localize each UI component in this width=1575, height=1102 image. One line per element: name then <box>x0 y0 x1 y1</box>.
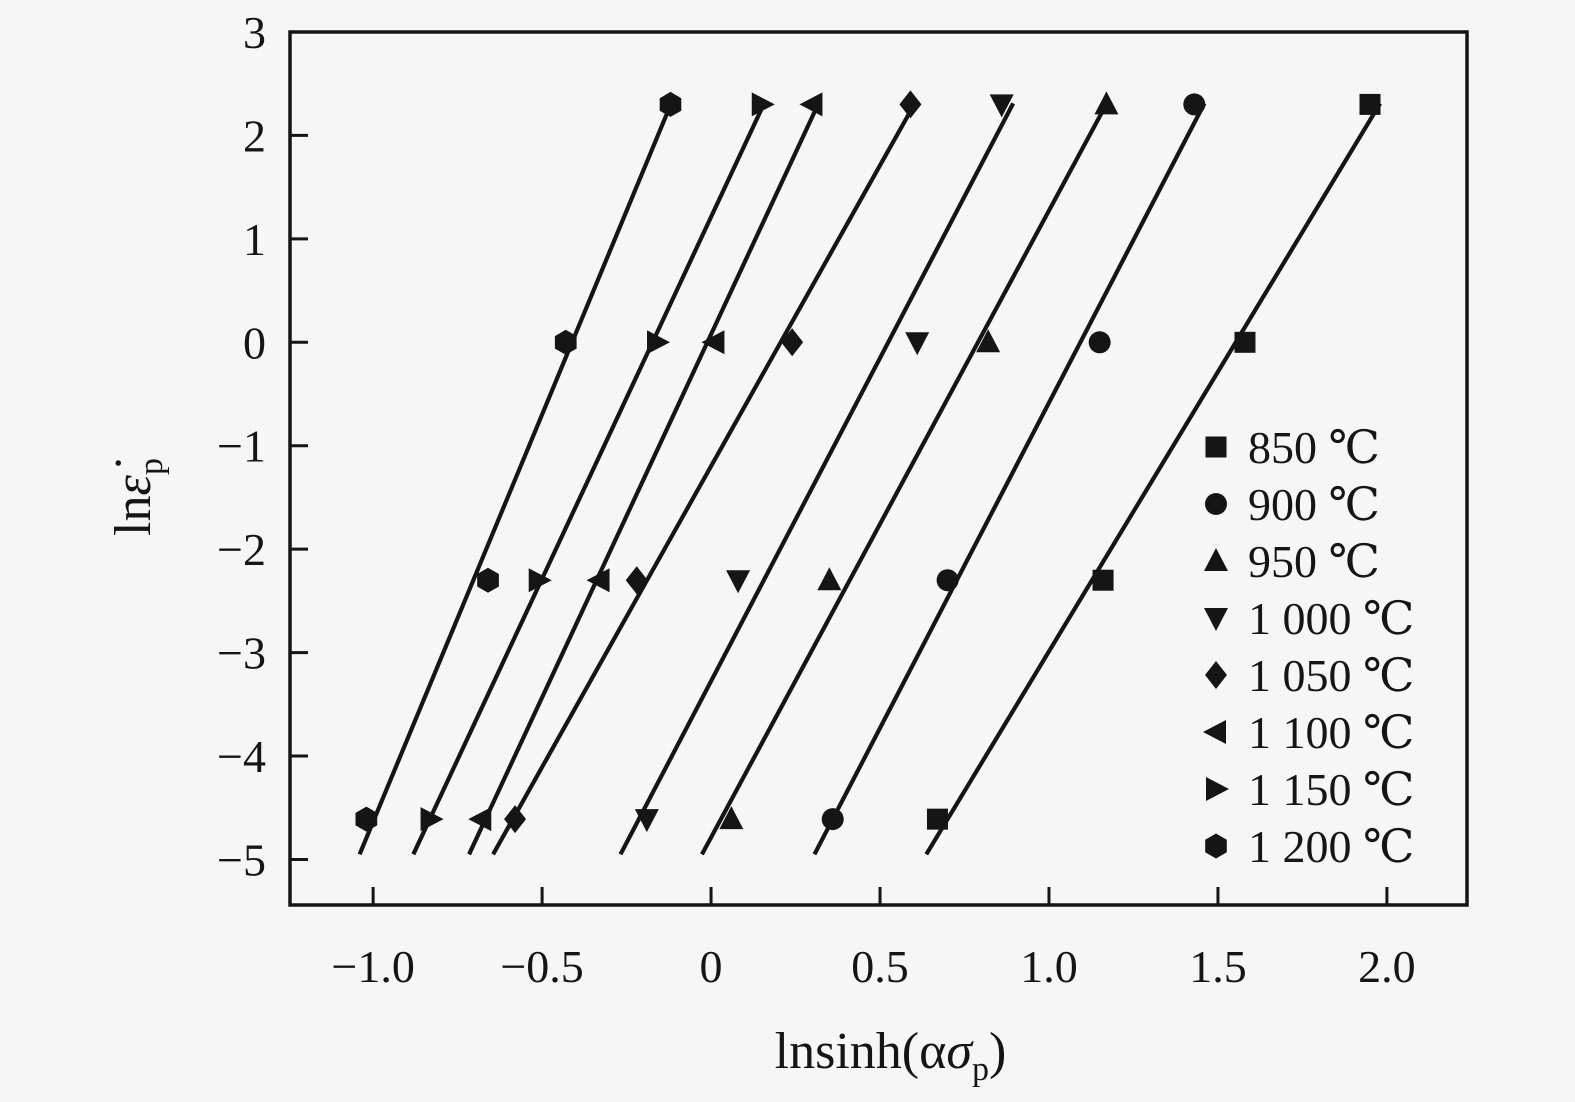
trend-line-hexagon <box>357 102 674 856</box>
legend-label: 950 ℃ <box>1248 536 1380 587</box>
legend-label: 1 050 ℃ <box>1248 650 1414 701</box>
marker-triangle-left <box>586 568 610 593</box>
marker-circle <box>936 569 959 592</box>
legend-marker-triangle-up <box>1204 548 1228 571</box>
x-tick-label: −0.5 <box>500 941 583 992</box>
legend-marker-circle <box>1205 493 1227 515</box>
marker-triangle-left <box>799 92 823 117</box>
marker-circle <box>1183 93 1206 116</box>
marker-diamond <box>625 566 648 595</box>
trend-line-circle <box>812 102 1207 856</box>
marker-hexagon <box>554 329 577 355</box>
legend-label: 1 150 ℃ <box>1248 764 1414 815</box>
legend-marker-triangle-left <box>1203 720 1226 744</box>
legend-label: 850 ℃ <box>1248 422 1380 473</box>
y-tick-label: 3 <box>243 7 266 58</box>
legend-label: 1 200 ℃ <box>1248 821 1414 872</box>
marker-hexagon <box>659 91 682 117</box>
plot-border <box>288 30 1469 907</box>
trend-line-triangle-left <box>467 102 821 856</box>
y-tick-label: −2 <box>217 524 266 575</box>
legend-label: 900 ℃ <box>1248 479 1380 530</box>
x-tick-label: 1.0 <box>1020 941 1078 992</box>
marker-square <box>1359 93 1381 115</box>
marker-hexagon <box>355 806 378 832</box>
marker-circle <box>1088 331 1111 354</box>
marker-triangle-down <box>726 570 751 594</box>
x-tick-label: 0 <box>700 941 723 992</box>
x-tick-label: 0.5 <box>851 941 909 992</box>
x-tick-label: 2.0 <box>1358 941 1416 992</box>
trend-line-triangle-up <box>700 102 1109 856</box>
legend-marker-triangle-down <box>1204 608 1228 631</box>
trend-line-square <box>924 102 1382 856</box>
marker-triangle-left <box>468 807 492 832</box>
y-tick-label: −1 <box>217 421 266 472</box>
legend-label: 1 000 ℃ <box>1248 593 1414 644</box>
y-tick-label: 1 <box>243 214 266 265</box>
legend-marker-diamond <box>1205 661 1227 689</box>
marker-triangle-right <box>420 807 444 832</box>
y-tick-label: 0 <box>243 317 266 368</box>
marker-circle <box>821 808 844 831</box>
marker-square <box>926 808 948 830</box>
y-tick-label: −3 <box>217 628 266 679</box>
legend-marker-square <box>1205 436 1227 458</box>
marker-triangle-up <box>976 329 1001 353</box>
marker-diamond <box>899 90 922 119</box>
marker-triangle-up <box>817 567 842 591</box>
trend-line-triangle-right <box>411 102 767 856</box>
marker-triangle-right <box>646 330 670 355</box>
legend-marker-hexagon <box>1205 833 1227 859</box>
legend-marker-triangle-right <box>1206 777 1229 801</box>
y-axis-title: lnε̇p <box>105 458 170 536</box>
marker-triangle-right <box>528 568 552 593</box>
y-tick-label: −5 <box>217 834 266 885</box>
marker-triangle-left <box>701 330 725 355</box>
marker-diamond <box>504 805 527 834</box>
x-tick-label: 1.5 <box>1189 941 1247 992</box>
marker-triangle-down <box>634 809 659 833</box>
marker-triangle-right <box>751 92 775 117</box>
marker-triangle-up <box>719 806 744 830</box>
trend-line-triangle-down <box>618 102 1016 856</box>
x-tick-label: −1.0 <box>331 941 414 992</box>
x-axis-title: lnsinh(ασp) <box>775 1023 1007 1088</box>
marker-triangle-down <box>905 332 930 356</box>
y-tick-label: 2 <box>243 110 266 161</box>
marker-diamond <box>781 328 804 357</box>
y-tick-label: −4 <box>217 731 266 782</box>
trend-line-diamond <box>491 102 917 856</box>
marker-square <box>1234 331 1256 353</box>
marker-square <box>1092 569 1114 591</box>
marker-triangle-up <box>1094 91 1119 115</box>
marker-hexagon <box>477 567 499 593</box>
legend-label: 1 100 ℃ <box>1248 707 1414 758</box>
marker-triangle-down <box>989 94 1014 118</box>
